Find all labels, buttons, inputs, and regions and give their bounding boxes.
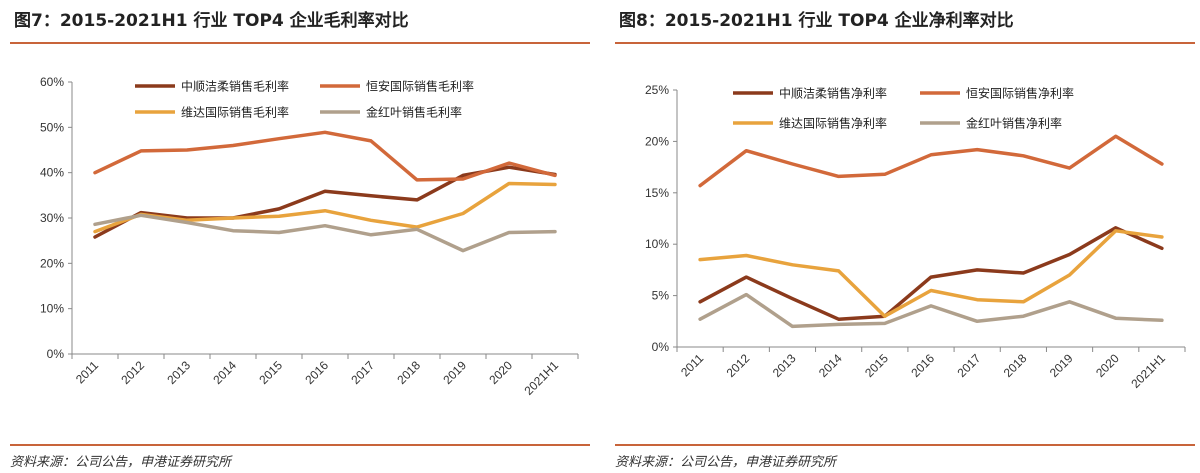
y-tick-label: 30% [40,211,64,225]
chart-title: 图8：2015-2021H1 行业 TOP4 企业净利率对比 [619,11,1014,31]
chart-panel-net-margin: 图8：2015-2021H1 行业 TOP4 企业净利率对比 0% 5% 10% 15… [615,0,1195,473]
x-tick-label: 2016 [302,358,331,387]
x-tick-label: 2012 [118,358,147,387]
gross-margin-line-chart: 0% 10% 20% 30% 40% 50% 60% 2011 2012 2013 2014 2015… [40,75,579,398]
x-tick-label: 2020 [486,358,515,387]
title-divider [10,42,590,44]
y-tick-label: 0% [652,340,670,354]
x-tick-label: 2019 [440,358,469,387]
y-tick-label: 10% [40,302,64,316]
x-tick-label: 2021H1 [521,358,561,398]
x-tick-label: 2015 [862,351,891,380]
y-tick-label: 20% [645,134,669,148]
source-divider [10,444,590,446]
legend-label: 维达国际销售净利率 [779,116,887,131]
x-tick-label: 2017 [955,351,984,380]
x-tick-label: 2012 [724,351,753,380]
source-note: 资料来源：公司公告，申港证券研究所 [10,455,232,470]
legend-label: 金红叶销售毛利率 [366,105,462,120]
legend-label: 中顺洁柔销售净利率 [779,86,887,101]
series-line-1 [698,134,1164,188]
x-tick-label: 2016 [908,351,937,380]
legend-label: 恒安国际销售毛利率 [366,79,474,94]
x-tick-label: 2015 [256,358,285,387]
legend-label: 金红叶销售净利率 [966,116,1062,131]
y-tick-label: 10% [645,237,669,251]
y-tick-label: 5% [652,289,670,303]
source-divider [615,444,1195,446]
series-line-1 [93,130,557,182]
x-tick-label: 2021H1 [1128,351,1168,391]
net-margin-line-chart: 0% 5% 10% 15% 20% 25% 2011 2012 2013 2014 2015 2016… [645,83,1186,391]
legend-label: 恒安国际销售净利率 [966,86,1074,101]
legend-label: 维达国际销售毛利率 [181,105,289,120]
title-divider [615,42,1195,44]
legend-label: 中顺洁柔销售毛利率 [181,79,289,94]
y-tick-label: 40% [40,166,64,180]
x-tick-label: 2014 [816,351,845,380]
series-line-2 [698,229,1164,318]
x-tick-label: 2013 [770,351,799,380]
y-tick-label: 25% [645,83,669,97]
chart-title: 图7：2015-2021H1 行业 TOP4 企业毛利率对比 [14,11,409,31]
source-note: 资料来源：公司公告，申港证券研究所 [615,455,837,470]
x-tick-label: 2013 [164,358,193,387]
x-tick-label: 2018 [394,358,423,387]
y-tick-label: 15% [645,186,669,200]
series-line-0 [698,226,1164,321]
y-tick-label: 20% [40,256,64,270]
x-tick-label: 2011 [73,358,101,386]
x-tick-label: 2011 [678,351,706,379]
series-line-3 [93,213,557,253]
x-tick-label: 2019 [1047,351,1076,380]
x-tick-label: 2020 [1093,351,1122,380]
x-tick-label: 2017 [348,358,377,387]
y-tick-label: 60% [40,75,64,89]
y-tick-label: 0% [47,347,65,361]
y-tick-label: 50% [40,120,64,134]
chart-panel-gross-margin: 图7：2015-2021H1 行业 TOP4 企业毛利率对比 0% 10% 20% 3… [10,0,590,473]
x-tick-label: 2014 [210,358,239,387]
x-tick-label: 2018 [1001,351,1030,380]
series-line-3 [698,292,1164,329]
